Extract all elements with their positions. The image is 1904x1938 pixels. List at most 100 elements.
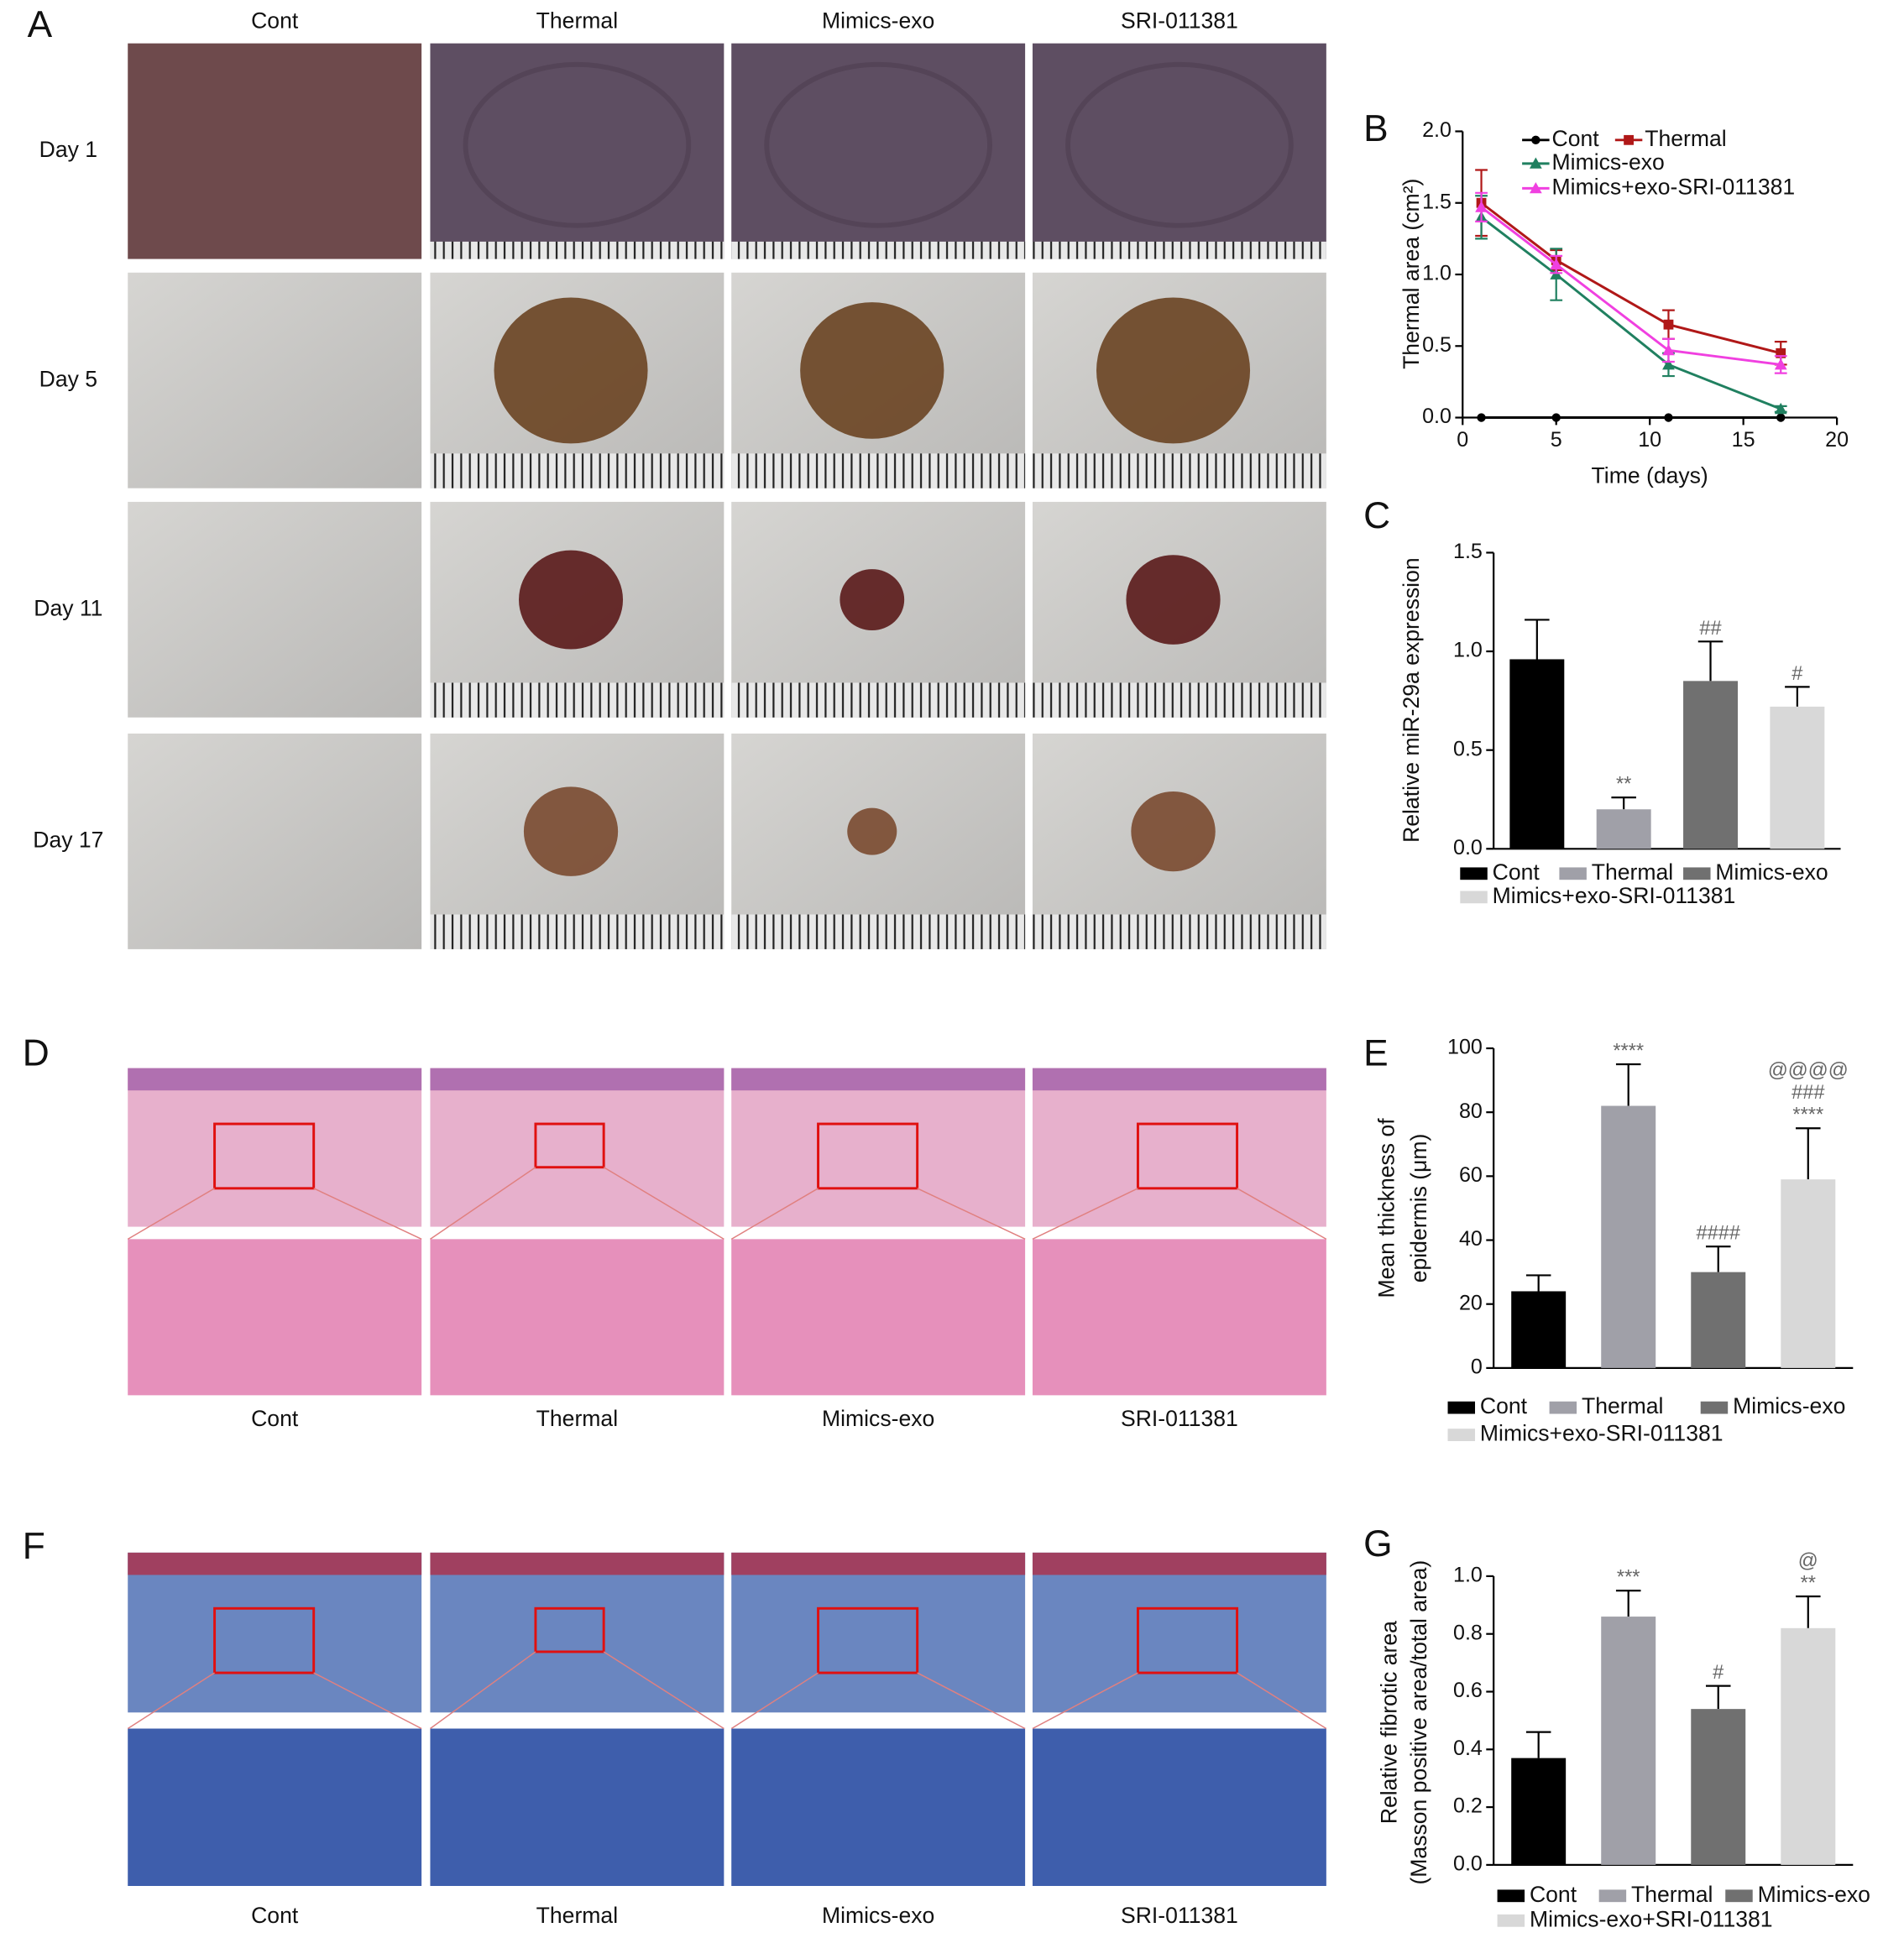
y-axis-label: Thermal area (cm²) [1399,179,1424,369]
histology-zoom [430,1239,724,1396]
significance-mark: **** [1792,1105,1823,1126]
ruler [1032,914,1326,949]
panel-label: A [28,4,53,45]
x-tick-label: 10 [1638,428,1661,452]
significance-mark: # [1792,663,1803,685]
wound [1131,791,1216,872]
bar [1781,1179,1836,1368]
legend-label: Mimics-exo [1733,1393,1845,1418]
y-axis-label: Mean thickness of [1374,1118,1399,1298]
data-point [1477,413,1486,422]
bar [1691,1272,1746,1368]
zoom-line [603,1167,724,1240]
error-bar [1525,619,1550,660]
legend-label: Mimics-exo [1715,859,1828,885]
zoom-line [917,1188,1026,1241]
photo [128,272,422,488]
data-point [1662,344,1675,356]
y-tick-label: 0.0 [1453,836,1483,859]
ruler [731,453,1026,488]
significance-mark: # [1713,1662,1724,1684]
histology-overview [430,1068,724,1227]
legend-label: Mimics+exo-SRI-011381 [1480,1421,1724,1446]
epidermis [731,1068,1026,1091]
zoom-line [430,1651,536,1730]
zoom-line [313,1672,422,1730]
legend-swatch [1700,1401,1729,1414]
legend-label: Mimics-exo [1758,1882,1870,1907]
zoom-line [1032,1672,1138,1730]
burn-outline [764,61,992,228]
data-point [1774,358,1787,370]
wound [519,550,624,650]
error-bar [1705,1685,1731,1710]
error-bar [1785,686,1810,707]
epidermis [430,1068,724,1091]
histology-zoom [128,1728,422,1886]
wound [523,786,619,876]
significance-mark: **** [1613,1041,1644,1063]
y-tick-label: 2.0 [1422,118,1452,142]
y-tick-label: 0.2 [1453,1794,1483,1818]
zoom-box [534,1122,605,1169]
legend-label: Cont [1552,126,1600,151]
bar [1511,1758,1567,1865]
panel-label: E [1363,1033,1389,1074]
panel-label: B [1363,108,1389,149]
zoom-line [1032,1188,1138,1241]
zoom-box [213,1606,316,1674]
column-label: SRI-011381 [1121,1406,1238,1431]
photo [128,501,422,718]
ruler [1032,453,1326,488]
histology-overview [128,1552,422,1713]
column-label: Cont [251,1406,299,1431]
bar [1601,1617,1656,1865]
y-tick-label: 0.5 [1422,333,1452,357]
zoom-line [730,1188,819,1240]
data-line [1480,201,1781,355]
error-bar [1525,1731,1551,1758]
column-label: Mimics-exo [822,1406,934,1431]
y-axis-label: Relative miR-29a expression [1399,557,1424,843]
data-line [1480,206,1781,366]
significance-mark: @@@@ [1768,1060,1849,1082]
epidermis [128,1068,422,1091]
zoom-line [603,1651,724,1730]
bar [1683,681,1739,849]
significance-mark: *** [1617,1567,1640,1589]
epidermis [1032,1068,1326,1091]
bar [1511,1291,1567,1368]
column-label: SRI-011381 [1121,1903,1238,1928]
bar [1691,1709,1746,1865]
ruler [1032,682,1326,718]
photo [128,733,422,949]
y-tick-label: 0.6 [1453,1679,1483,1702]
wound [847,807,897,855]
y-tick-label: 1.0 [1453,639,1483,662]
legend-swatch [1497,1889,1525,1903]
error-bar [1525,1274,1551,1292]
data-point [1664,413,1673,422]
y-tick-label: 1.5 [1422,190,1452,213]
zoom-line [430,1167,536,1240]
epidermis [128,1552,422,1575]
y-tick-label: 1.5 [1453,540,1483,563]
x-axis-label: Time (days) [1592,462,1708,488]
significance-mark: ** [1616,774,1631,796]
zoom-box [534,1606,605,1653]
ruler [731,682,1026,718]
bar [1509,659,1565,849]
legend-swatch [1460,891,1488,904]
zoom-line [127,1188,215,1240]
legend-swatch [1683,867,1711,880]
data-point [1663,319,1674,330]
column-header: Thermal [536,8,618,34]
legend-swatch [1598,1889,1627,1903]
legend-marker [1529,182,1542,194]
zoom-line [730,1672,819,1730]
error-bar [1796,1595,1821,1628]
zoom-box [817,1606,919,1674]
zoom-line [1237,1188,1327,1240]
significance-mark: #### [1696,1223,1740,1245]
y-tick-label: 0.8 [1453,1621,1483,1644]
